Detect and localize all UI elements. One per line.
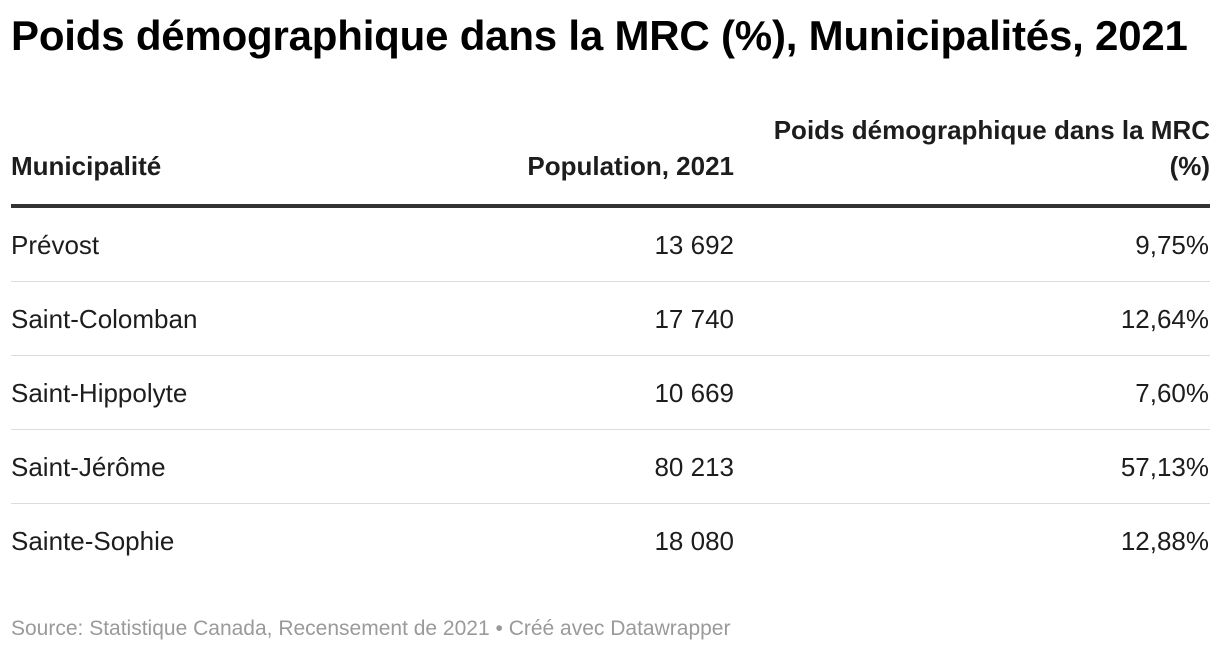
cell-population: 18 080 xyxy=(654,525,734,556)
cell-poids: 7,60% xyxy=(734,355,1210,430)
table-row: Saint-Colomban 17 740 12,64% xyxy=(11,281,1210,356)
source-note: Source: Statistique Canada, Recensement … xyxy=(11,617,490,640)
cell-population: 10 669 xyxy=(371,355,734,430)
column-header-poids[interactable]: Poids démographique dans la MRC (%) xyxy=(734,112,1210,208)
cell-municipalite: Prévost xyxy=(11,206,371,282)
cell-population: 17 740 xyxy=(371,281,734,356)
cell-poids: 12,88% xyxy=(1120,525,1209,556)
table-row: Saint-Hippolyte 10 669 7,60% xyxy=(11,355,1210,430)
cell-municipalite: Saint-Jérôme xyxy=(11,429,371,504)
cell-poids: 9,75% xyxy=(734,206,1210,282)
cell-population: 80 213 xyxy=(371,429,734,504)
chart-title: Poids démographique dans la MRC (%), Mun… xyxy=(11,12,1188,59)
chart-footer: Source: Statistique Canada, Recensement … xyxy=(11,616,730,642)
column-header-population[interactable]: Population, 2021 xyxy=(371,112,734,208)
footer-separator: • xyxy=(495,617,503,640)
cell-municipalite: Sainte-Sophie xyxy=(11,525,175,556)
cell-population: 13 692 xyxy=(371,206,734,282)
cell-municipalite: Saint-Hippolyte xyxy=(11,355,371,430)
header-row: Municipalité Population, 2021 Poids démo… xyxy=(11,112,1210,208)
table-row: Prévost 13 692 9,75% xyxy=(11,206,1210,282)
datawrapper-credit-link[interactable]: Créé avec Datawrapper xyxy=(508,617,731,640)
cell-municipalite: Saint-Colomban xyxy=(11,281,371,356)
table-row: Sainte-Sophie 18 080 12,88% xyxy=(11,504,1210,578)
cell-poids: 57,13% xyxy=(734,429,1210,504)
table-row: Saint-Jérôme 80 213 57,13% xyxy=(11,429,1210,504)
cell-poids: 12,64% xyxy=(734,281,1210,356)
data-table: Municipalité Population, 2021 Poids démo… xyxy=(11,112,1210,577)
column-header-municipalite[interactable]: Municipalité xyxy=(11,112,371,208)
